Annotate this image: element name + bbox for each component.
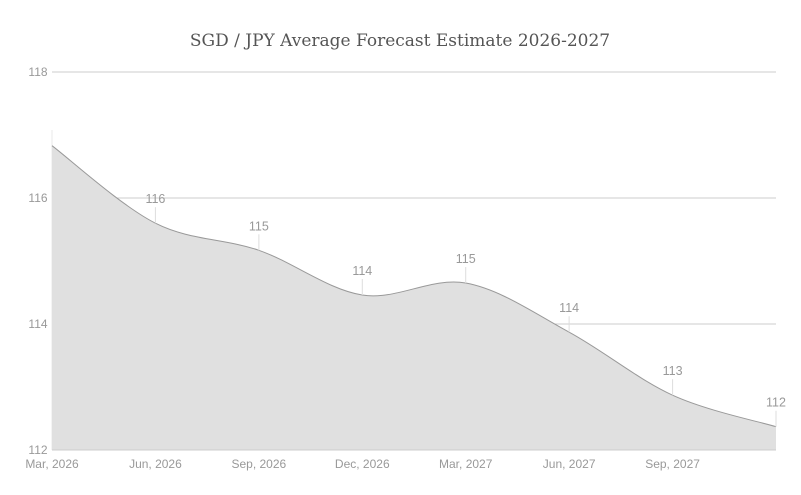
y-tick-label: 112 [28,443,47,457]
x-tick-label: Jun, 2027 [543,457,596,471]
data-label: 115 [249,219,269,233]
x-tick-label: Mar, 2026 [25,457,79,471]
chart-title: SGD / JPY Average Forecast Estimate 2026… [190,31,610,51]
x-tick-label: Mar, 2027 [439,457,493,471]
data-label: 115 [456,252,476,266]
x-tick-label: Jun, 2026 [129,457,182,471]
data-label: 114 [352,264,372,278]
x-tick-label: Sep, 2027 [645,457,700,471]
series-line [51,145,777,428]
y-tick-label: 116 [28,191,47,205]
data-label: 112 [766,396,786,410]
x-tick-label: Sep, 2026 [231,457,286,471]
area-fill [52,145,776,450]
data-label: 116 [145,192,165,206]
data-label: 114 [559,301,579,315]
data-label: 113 [663,364,683,378]
y-tick-label: 118 [28,65,47,79]
x-tick-label: Dec, 2026 [335,457,390,471]
y-tick-label: 114 [28,317,47,331]
